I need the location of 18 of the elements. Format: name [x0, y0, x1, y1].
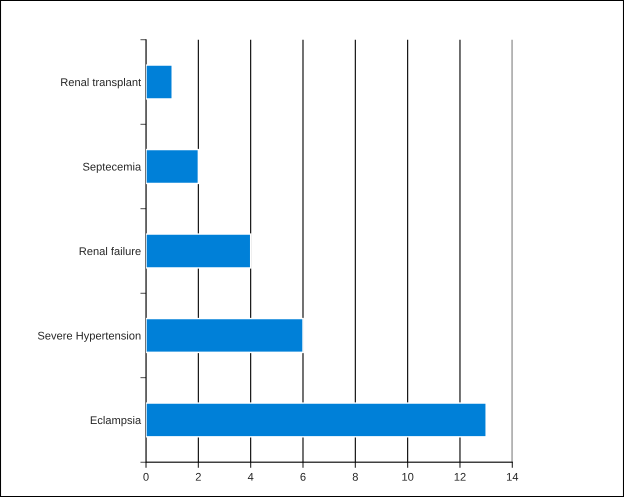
- x-tick-label: 10: [402, 472, 414, 481]
- x-tick-label: 0: [143, 472, 149, 481]
- bar: [146, 318, 304, 354]
- y-tick-label: Septecemia: [82, 162, 142, 173]
- x-tick-label: 6: [300, 472, 306, 481]
- x-tick-label: 4: [248, 473, 254, 481]
- bar: [146, 402, 487, 438]
- x-tick-label: 12: [454, 472, 466, 481]
- y-tick-label: Renal failure: [80, 246, 141, 256]
- y-tick-label: Eclampsia: [90, 416, 142, 426]
- x-tick-label: 2: [196, 472, 201, 481]
- y-tick-label: Renal transplant: [61, 78, 142, 88]
- bar: [146, 148, 200, 184]
- bar: [146, 64, 173, 100]
- bar: [146, 233, 252, 269]
- x-tick-label: 8: [352, 472, 358, 481]
- y-tick-label: Severe Hypertension: [38, 331, 140, 342]
- x-tick-label: 14: [506, 473, 518, 481]
